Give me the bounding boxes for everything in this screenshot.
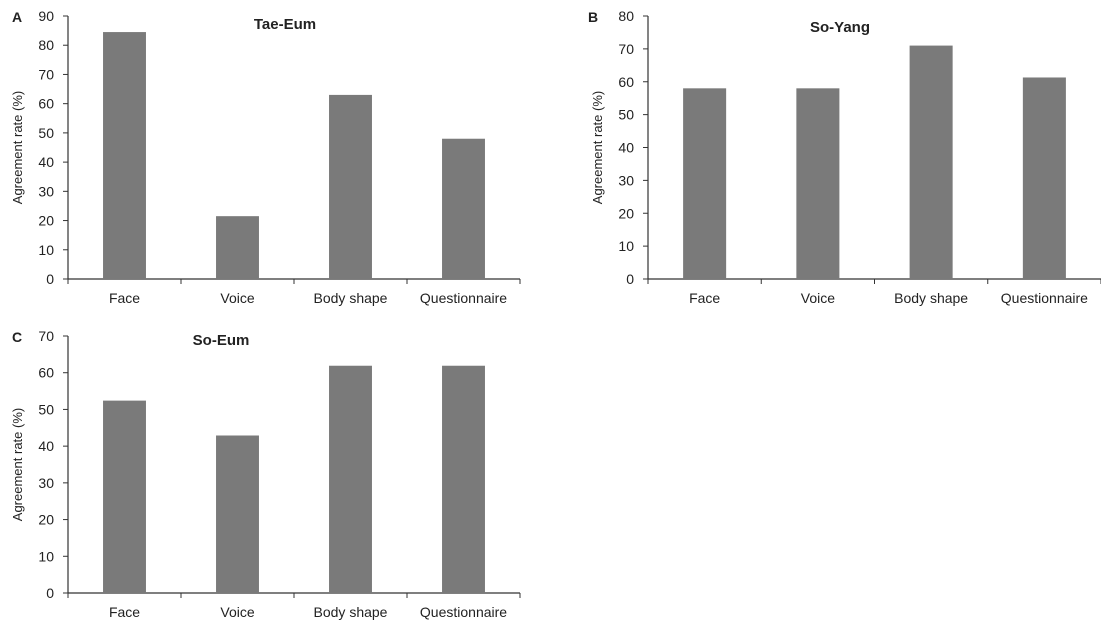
x-tick-label-face: Face bbox=[689, 290, 720, 306]
chart-panel-b: B So-Yang Agreement rate (%) 0 10 20 30 40 50 60 7… bbox=[578, 0, 1101, 318]
y-tick-label: 70 bbox=[38, 66, 54, 82]
y-tick-label: 50 bbox=[38, 401, 54, 417]
bar-face bbox=[103, 400, 146, 593]
x-tick-label-voice: Voice bbox=[220, 290, 254, 306]
y-tick-label: 0 bbox=[46, 585, 54, 601]
y-tick-label: 80 bbox=[38, 37, 54, 53]
chart-title: Tae-Eum bbox=[254, 16, 316, 33]
y-axis-label: Agreement rate (%) bbox=[10, 91, 25, 204]
bar-questionnaire bbox=[442, 138, 485, 279]
bar-voice bbox=[216, 435, 259, 593]
bar-body-shape bbox=[909, 45, 953, 280]
x-tick-label-questionnaire: Questionnaire bbox=[1001, 290, 1088, 306]
bar-voice bbox=[796, 88, 840, 279]
panel-label: A bbox=[12, 9, 22, 25]
chart-title: So-Eum bbox=[193, 332, 250, 349]
x-tick-label-face: Face bbox=[109, 290, 140, 306]
bar-body-shape bbox=[329, 94, 372, 280]
y-tick-label: 40 bbox=[38, 154, 54, 170]
y-tick-label: 30 bbox=[38, 183, 54, 199]
y-axis-label: Agreement rate (%) bbox=[590, 91, 605, 204]
y-axis-label: Agreement rate (%) bbox=[10, 408, 25, 521]
y-tick-label: 10 bbox=[38, 548, 54, 564]
chart-panel-a: A Tae-Eum Agreement rate (%) 0 10 20 30 40 50 60 7… bbox=[0, 0, 545, 318]
y-tick-label: 70 bbox=[38, 328, 54, 344]
chart-panel-c: C So-Eum Agreement rate (%) 0 10 20 30 40 50 60 70… bbox=[0, 322, 545, 621]
bar-questionnaire bbox=[442, 365, 485, 593]
chart-svg: C So-Eum Agreement rate (%) 0 10 20 30 40 50 60 70… bbox=[10, 328, 521, 620]
x-tick-label-body-shape: Body shape bbox=[314, 604, 388, 620]
y-tick-label: 20 bbox=[618, 205, 634, 221]
x-tick-label-voice: Voice bbox=[220, 604, 254, 620]
chart-title: So-Yang bbox=[810, 19, 870, 36]
x-tick-label-voice: Voice bbox=[801, 290, 835, 306]
y-tick-label: 40 bbox=[38, 438, 54, 454]
bar-face bbox=[103, 32, 146, 280]
y-tick-label: 30 bbox=[618, 172, 634, 188]
y-tick-label: 70 bbox=[618, 41, 634, 57]
x-tick-label-body-shape: Body shape bbox=[894, 290, 968, 306]
x-tick-label-questionnaire: Questionnaire bbox=[420, 290, 507, 306]
y-tick-label: 50 bbox=[618, 107, 634, 123]
y-tick-label: 60 bbox=[618, 74, 634, 90]
y-tick-label: 60 bbox=[38, 365, 54, 381]
y-tick-label: 0 bbox=[626, 271, 634, 287]
bar-body-shape bbox=[329, 365, 372, 593]
chart-svg: A Tae-Eum Agreement rate (%) 0 10 20 30 40 50 60 7… bbox=[10, 8, 521, 306]
y-tick-label: 0 bbox=[46, 271, 54, 287]
y-tick-label: 40 bbox=[618, 140, 634, 156]
bar-voice bbox=[216, 216, 259, 279]
panel-label: B bbox=[588, 9, 598, 25]
y-tick-label: 50 bbox=[38, 125, 54, 141]
y-tick-label: 10 bbox=[38, 242, 54, 258]
bar-questionnaire bbox=[1022, 77, 1066, 279]
panel-label: C bbox=[12, 329, 22, 345]
y-tick-label: 60 bbox=[38, 96, 54, 112]
bar-face bbox=[683, 88, 727, 279]
y-tick-label: 10 bbox=[618, 238, 634, 254]
y-tick-label: 90 bbox=[38, 8, 54, 24]
x-tick-label-questionnaire: Questionnaire bbox=[420, 604, 507, 620]
y-tick-label: 20 bbox=[38, 213, 54, 229]
chart-svg: B So-Yang Agreement rate (%) 0 10 20 30 40 50 60 7… bbox=[588, 8, 1101, 306]
y-tick-label: 80 bbox=[618, 8, 634, 24]
x-tick-label-body-shape: Body shape bbox=[314, 290, 388, 306]
y-tick-label: 20 bbox=[38, 512, 54, 528]
y-tick-label: 30 bbox=[38, 475, 54, 491]
x-tick-label-face: Face bbox=[109, 604, 140, 620]
